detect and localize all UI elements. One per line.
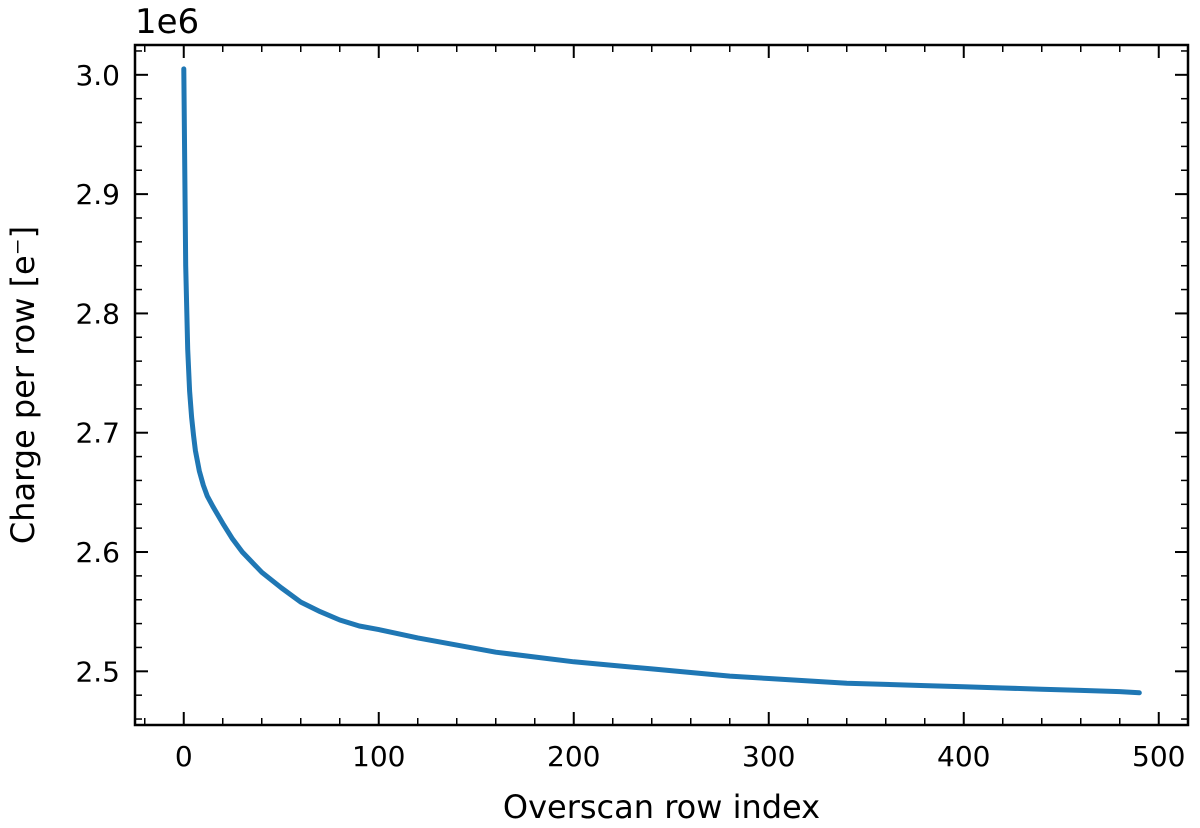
plot-frame [133,43,1190,727]
y-axis-offset-label: 1e6 [135,2,199,42]
y-tick-label: 2.9 [75,178,120,211]
x-tick-label: 100 [352,740,405,773]
series-line [181,66,1142,696]
x-tick-label: 200 [547,740,600,773]
x-tick-label: 0 [175,740,193,773]
series-layer [181,66,1142,696]
x-axis-label: Overscan row index [503,788,820,826]
y-tick-label: 3.0 [75,59,120,92]
x-tick-label: 300 [742,740,795,773]
y-tick-label: 2.6 [75,536,120,569]
y-tick-label: 2.8 [75,297,120,330]
x-tick-label: 400 [937,740,990,773]
x-tick-label: 500 [1132,740,1185,773]
labels-layer: 1e6 Overscan row index Charge per row [e… [4,2,820,826]
y-tick-label: 2.7 [75,417,120,450]
y-axis-label: Charge per row [e⁻] [4,226,42,544]
ticks-layer: 0 100 200 300 400 500 2.5 2.6 2.7 2.8 2.9 3.0 [75,45,1188,773]
y-tick-label: 2.5 [75,655,120,688]
